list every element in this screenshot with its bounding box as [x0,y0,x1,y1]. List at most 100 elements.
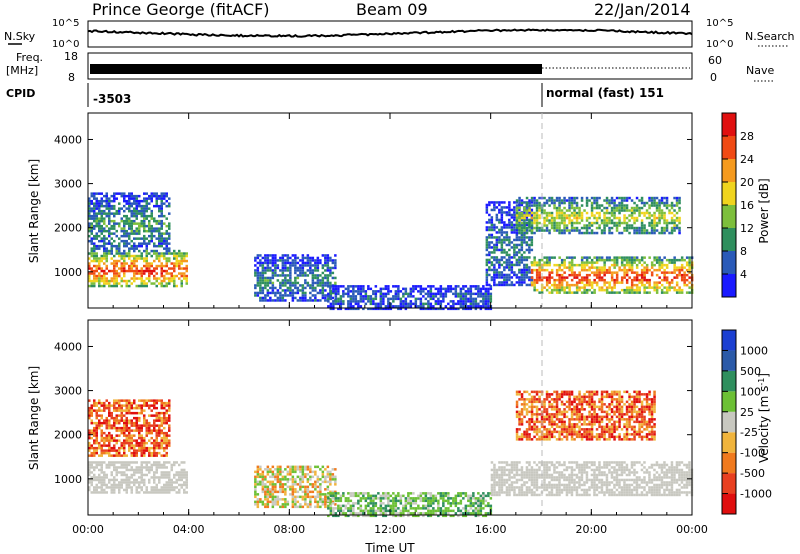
power-cell [600,219,604,222]
power-cell [593,199,596,202]
velocity-cell [321,465,325,469]
velocity-cell [143,416,146,420]
velocity-cell [140,409,143,412]
power-cell [600,209,604,212]
velocity-cell [349,504,353,508]
velocity-cell [286,503,290,506]
velocity-cell [155,399,158,402]
power-cell [533,286,536,289]
power-cell [145,217,148,220]
power-cell [165,277,168,280]
velocity-cell [150,404,153,407]
power-cell [605,209,609,212]
power-cell [613,216,616,220]
power-cell [570,273,574,277]
velocity-cell [158,424,161,427]
velocity-cell [306,480,310,484]
power-cell [633,226,636,230]
velocity-cell [115,426,118,430]
velocity-cell [294,498,297,501]
velocity-cell [88,461,91,464]
nsky-series [87,28,693,38]
power-cell [675,219,679,222]
velocity-cell [130,491,133,494]
power-cell [543,204,546,207]
power-cell [304,264,307,267]
power-cell [337,297,340,301]
power-cell [261,264,265,267]
power-cell [680,266,684,269]
velocity-cell [357,507,360,510]
power-cell [655,201,659,205]
velocity-cell [309,495,312,499]
power-cell [495,273,499,277]
power-cell [590,196,594,200]
velocity-cell [140,399,143,402]
velocity-cell [387,504,390,508]
power-cell [585,273,589,277]
power-cell [603,258,606,262]
power-cell [493,243,496,247]
power-cell [301,299,305,302]
power-cell [113,254,116,258]
velocity-cell [120,466,123,469]
power-cell [688,291,691,294]
power-cell [128,247,131,250]
power-cell [93,272,96,275]
power-cell [625,286,629,289]
power-cell [90,242,93,245]
power-cell [488,201,491,204]
power-cell [513,226,516,229]
velocity-cell [274,500,277,504]
velocity-cell [326,470,330,474]
velocity-cell [331,473,335,476]
power-cell [490,251,494,254]
velocity-cell [135,466,138,469]
velocity-cell [110,424,113,427]
power-cell [553,206,556,210]
power-cell [130,224,133,228]
power-cell [620,268,624,272]
power-cell [269,254,272,257]
power-cell [160,254,163,258]
velocity-cell [324,493,327,496]
power-cell [163,269,166,273]
power-cell [550,291,554,294]
power-cell [608,283,611,287]
velocity-cell [105,451,108,455]
power-cell [339,305,343,308]
power-cell [135,264,138,268]
colorbar-segment [722,159,736,182]
power-cell [296,261,300,265]
power-cell [321,289,325,292]
power-cell [653,268,656,272]
power-cell [301,286,305,290]
velocity-cell [349,494,353,498]
power-cell [118,282,121,285]
velocity-cell [95,401,98,405]
power-cell [665,221,669,225]
power-cell [113,227,116,230]
power-cell [130,209,133,213]
power-cell [673,288,676,292]
power-cell [685,291,689,294]
power-cell [120,252,123,255]
power-cell [500,256,504,259]
power-cell [140,222,143,225]
velocity-cell [163,404,166,407]
velocity-cell [128,426,131,430]
power-cell [467,290,470,293]
power-cell [93,247,96,250]
power-cell [635,273,639,277]
power-cell [123,229,126,233]
power-cell [337,287,340,291]
power-cell [309,284,312,287]
power-cell [623,226,626,230]
power-cell [95,244,98,248]
velocity-cell [125,478,128,482]
power-cell [88,209,91,213]
power-cell [515,253,519,257]
power-cell [95,199,98,203]
velocity-cell [155,463,158,467]
power-cell [128,197,131,200]
